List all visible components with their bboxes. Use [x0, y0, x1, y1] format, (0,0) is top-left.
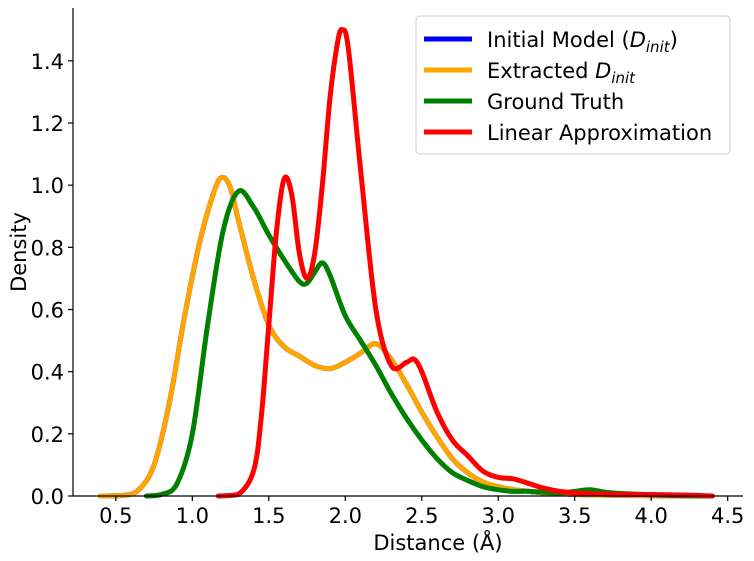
- series-line-linear-approximation: [215, 27, 715, 499]
- y-tick-label: 0.4: [31, 361, 64, 385]
- y-tick-label: 1.4: [31, 50, 64, 74]
- legend: Initial Model (Dinit) Extracted Dinit Grou…: [415, 15, 731, 155]
- legend-label-linear-approximation: Linear Approximation: [487, 121, 712, 145]
- y-axis-label: Density: [7, 212, 31, 292]
- series-line-ground-truth: [143, 188, 715, 499]
- y-tick-label: 0.6: [31, 299, 64, 323]
- curves-layer: [98, 27, 715, 499]
- x-tick-label: 2.5: [405, 504, 438, 528]
- x-tick-label: 3.5: [558, 504, 591, 528]
- y-tick-label: 0.0: [31, 485, 64, 509]
- x-tick-label: 4.5: [711, 504, 744, 528]
- x-tick-label: 2.0: [329, 504, 362, 528]
- axes-layer: 0.5 1.0 1.5 2.0 2.5 3.0 3.5 4.0 4.5 0.0 0.2 0.4 0.6 0…: [7, 8, 744, 555]
- legend-box: [415, 15, 731, 155]
- x-tick-label: 1.0: [176, 504, 209, 528]
- x-axis-label: Distance (Å): [373, 529, 502, 555]
- legend-label-extracted-d-init: Extracted Dinit: [487, 59, 636, 87]
- y-tick-label: 1.0: [31, 174, 64, 198]
- x-tick-label: 1.5: [252, 504, 285, 528]
- y-tick-label: 0.2: [31, 423, 64, 447]
- legend-label-initial-model-d-init: Initial Model (Dinit): [487, 28, 678, 56]
- x-tick-label: 4.0: [635, 504, 668, 528]
- x-tick-label: 0.5: [99, 504, 132, 528]
- x-tick-label: 3.0: [482, 504, 515, 528]
- y-tick-label: 0.8: [31, 236, 64, 260]
- legend-label-ground-truth: Ground Truth: [487, 90, 624, 114]
- y-tick-label: 1.2: [31, 112, 64, 136]
